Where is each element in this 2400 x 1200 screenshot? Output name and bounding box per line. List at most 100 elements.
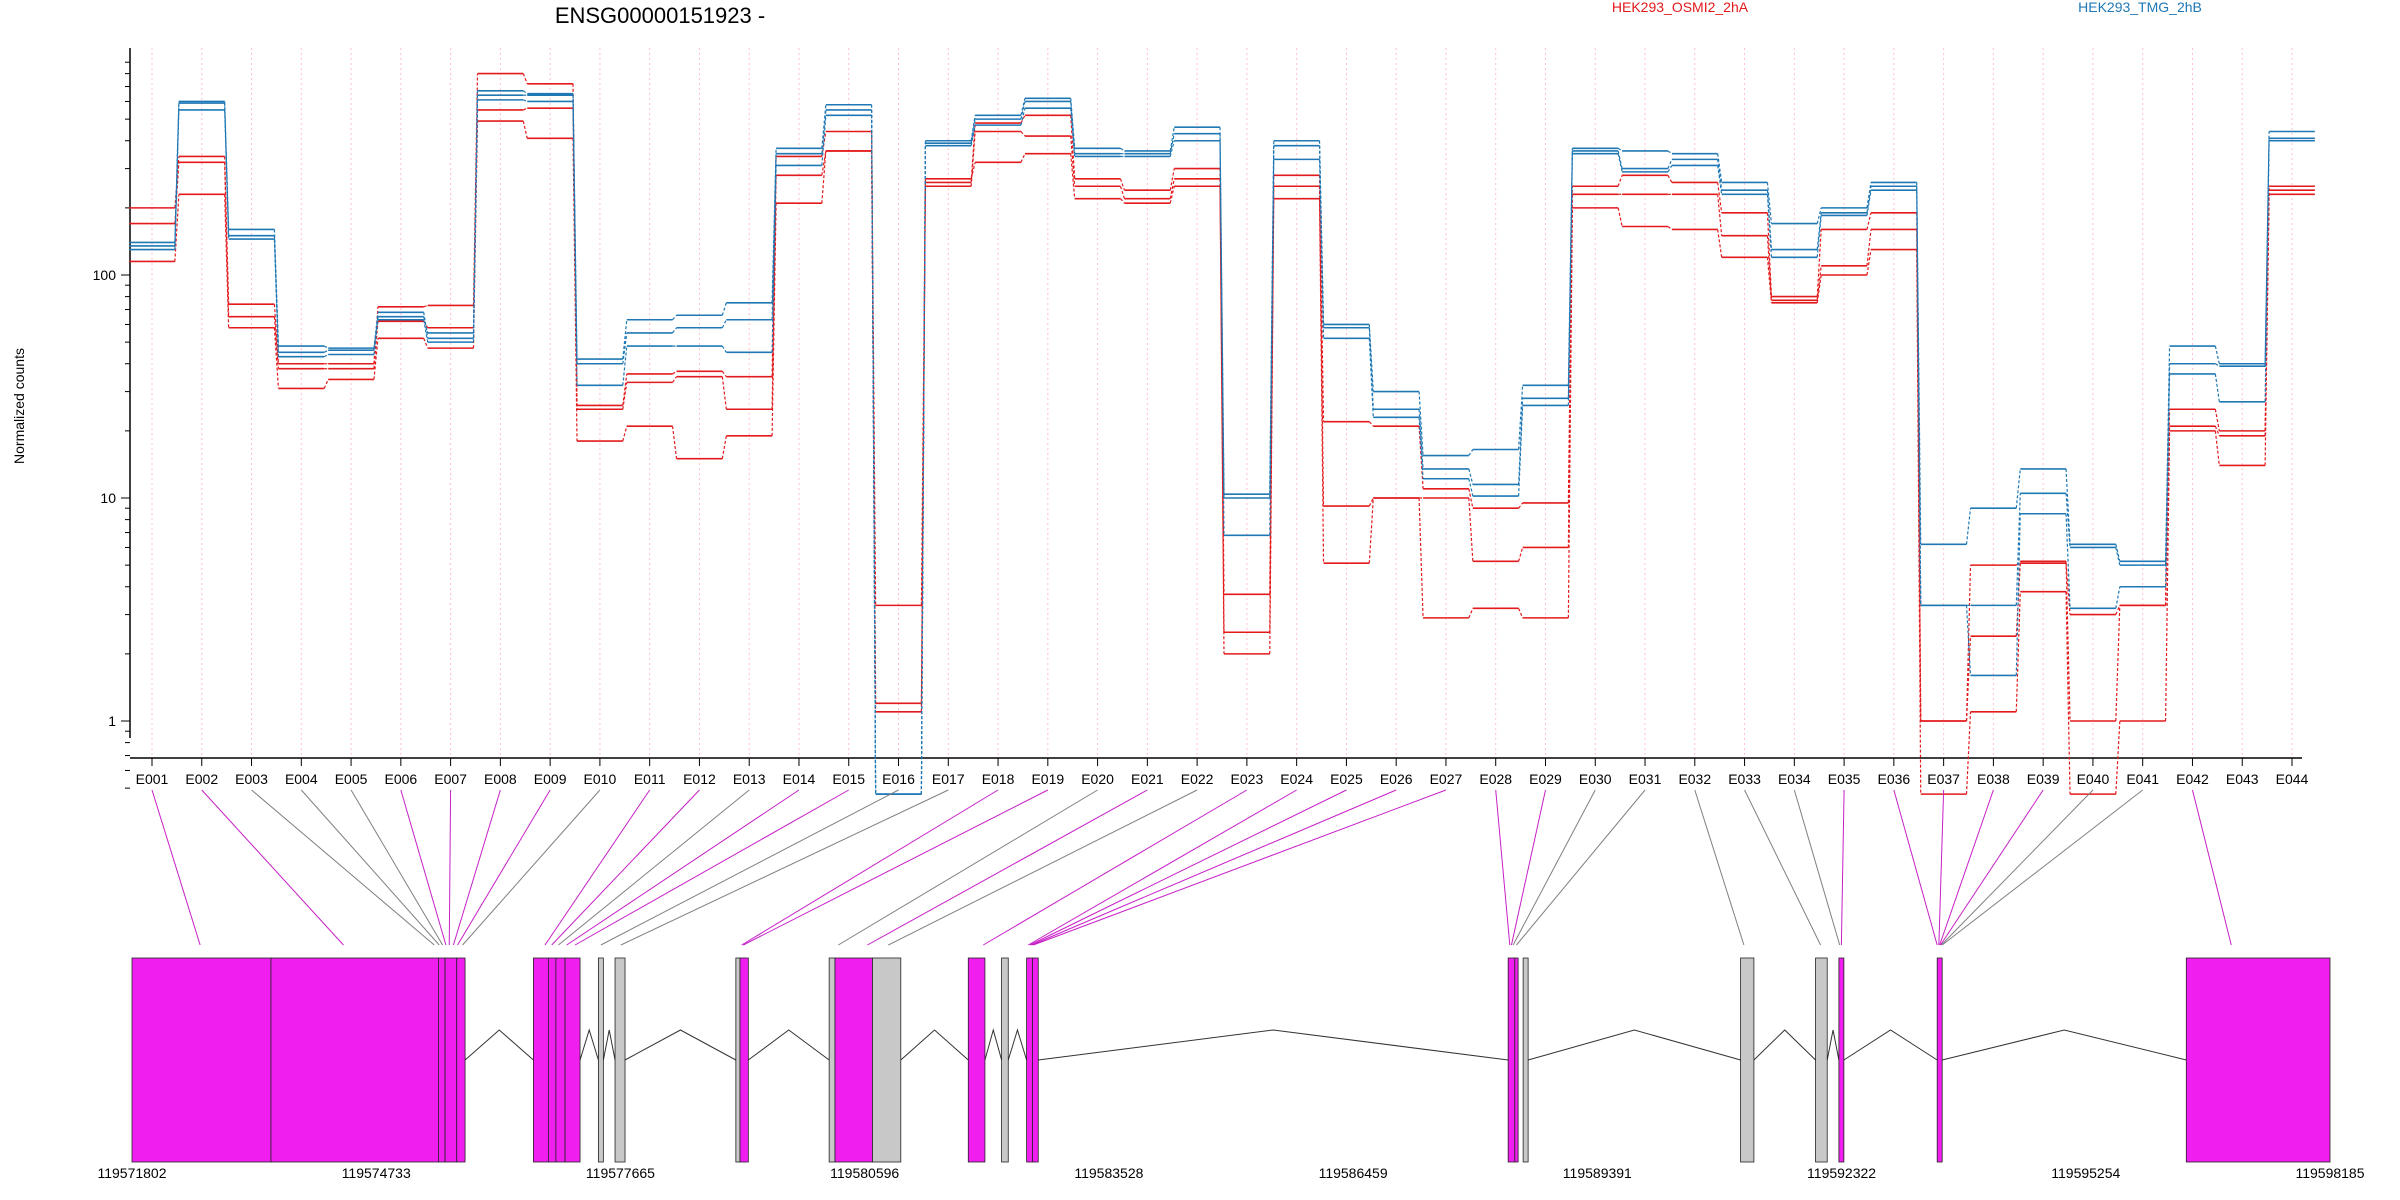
exon-box-significant: [456, 957, 466, 1163]
x-tick-label: E037: [1927, 771, 1960, 787]
series-connector: [1866, 229, 1872, 266]
x-tick-label: E025: [1330, 771, 1363, 787]
genomic-tick-label: 119577665: [586, 1165, 655, 1181]
x-tick-label: E034: [1778, 771, 1811, 787]
exon-box-significant: [1514, 957, 1519, 1163]
intron-line: [1826, 1029, 1840, 1061]
series-connector: [1816, 207, 1822, 224]
series-connector: [1667, 159, 1673, 169]
x-tick-label: E007: [434, 771, 467, 787]
x-tick-label: E020: [1081, 771, 1114, 787]
genomic-tick-label: 119574733: [342, 1165, 411, 1181]
series-connector: [423, 319, 429, 343]
series-connector: [1567, 207, 1573, 618]
series-connector: [174, 109, 180, 250]
series-connector: [1368, 338, 1374, 418]
x-tick-label: E038: [1977, 771, 2010, 787]
exon-track: [131, 957, 2331, 1163]
y-tick-label: 100: [93, 267, 117, 283]
series-connector: [224, 109, 230, 240]
series-connector: [1965, 711, 1972, 795]
x-tick-label: E002: [185, 771, 218, 787]
genomic-tick-label: 119586459: [1319, 1165, 1388, 1181]
series-connector: [1418, 417, 1424, 479]
genomic-tick-label: 119598185: [2295, 1165, 2364, 1181]
series-connector: [2015, 513, 2021, 676]
series-connector: [1816, 265, 1822, 301]
exon-box-significant: [2185, 957, 2331, 1163]
exon-box: [1001, 957, 1009, 1163]
series-connector: [1070, 108, 1076, 157]
exon-box-significant: [532, 957, 549, 1163]
exon-connector: [1495, 789, 1511, 946]
series-connector: [970, 162, 976, 179]
x-tick-label: E008: [484, 771, 517, 787]
intron-line: [464, 1029, 534, 1061]
exon-connector: [201, 789, 344, 946]
x-tick-label: E022: [1181, 771, 1214, 787]
series-connector: [2065, 513, 2071, 609]
exon-connector: [1512, 789, 1596, 946]
exon-connector: [300, 789, 440, 946]
series-connector: [423, 316, 429, 334]
series-connector: [1269, 198, 1275, 654]
series-connector: [1866, 186, 1872, 213]
x-tick-label: E010: [584, 771, 617, 787]
series-connector: [622, 346, 628, 386]
series-connector: [1916, 249, 1922, 795]
series-connector: [1866, 190, 1872, 216]
x-tick-label: E018: [982, 771, 1015, 787]
series-connector: [2115, 720, 2121, 795]
exon-connector: [574, 789, 849, 946]
series-connector: [1368, 497, 1374, 507]
series-connector: [2214, 409, 2220, 431]
series-connector: [523, 107, 528, 111]
x-tick-label: E042: [2176, 771, 2209, 787]
series-connector: [2264, 131, 2270, 364]
exon-box: [614, 957, 626, 1163]
exon-connector: [452, 789, 501, 946]
exon-box-significant: [834, 957, 873, 1163]
series-connector: [771, 203, 777, 436]
series-connector: [622, 319, 628, 360]
series-connector: [622, 373, 628, 406]
x-tick-label: E030: [1579, 771, 1612, 787]
series-connector: [1717, 182, 1723, 213]
series-connector: [2214, 425, 2220, 437]
series-connector: [522, 73, 528, 85]
series-connector: [1518, 385, 1524, 450]
exon-box: [735, 957, 741, 1163]
x-tick-label: E033: [1728, 771, 1761, 787]
intron-line: [1007, 1028, 1028, 1061]
x-tick-label: E035: [1828, 771, 1861, 787]
series-connector: [1269, 159, 1275, 536]
series-connector: [174, 194, 180, 262]
series-connector: [2015, 591, 2021, 712]
series-connector: [1617, 175, 1623, 187]
exon-connector: [1033, 789, 1447, 946]
intron-line: [900, 1029, 969, 1061]
exon-connector: [1940, 789, 2044, 946]
exon-connector: [350, 789, 444, 946]
exon-connector: [1941, 789, 2144, 946]
intron-line: [1038, 1029, 1509, 1061]
exon-connector: [2191, 789, 2232, 946]
x-axis: E001 E002 E003 E004 E005 E006 E007 E008 E009 E010…: [130, 757, 2309, 787]
exon-connector: [151, 789, 201, 946]
series-connector: [672, 370, 677, 375]
intron-line: [602, 1029, 616, 1061]
series-connector: [323, 345, 329, 349]
exon-connector: [1516, 789, 1646, 946]
series-connector: [522, 120, 528, 139]
x-tick-label: E006: [384, 771, 417, 787]
x-tick-label: E036: [1878, 771, 1911, 787]
series-connector: [721, 319, 727, 329]
x-tick-label: E044: [2276, 771, 2309, 787]
series-connector: [1418, 497, 1424, 618]
x-tick-label: E012: [683, 771, 716, 787]
x-tick-label: E023: [1231, 771, 1264, 787]
series-connector: [622, 332, 628, 364]
genomic-tick-label: 119580596: [830, 1165, 899, 1181]
exon-box-significant: [739, 957, 749, 1163]
